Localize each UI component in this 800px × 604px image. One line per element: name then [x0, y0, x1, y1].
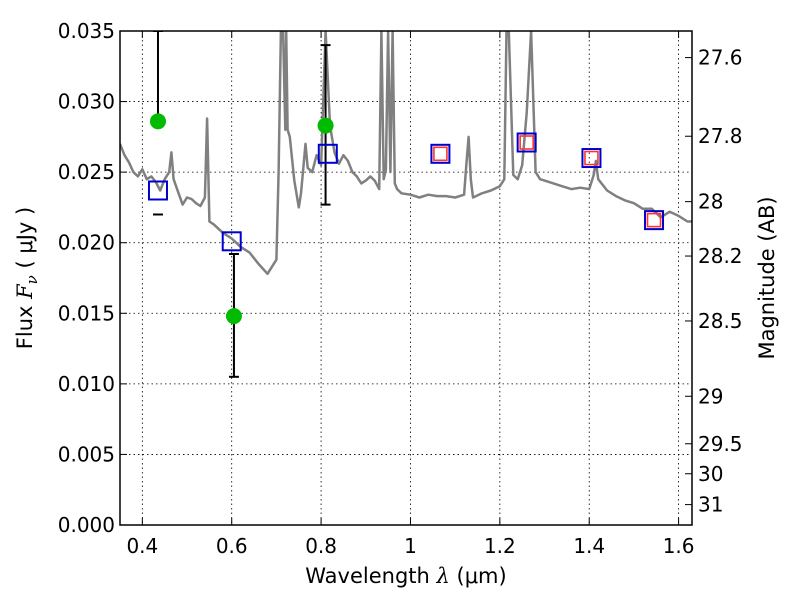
y2-tick-label: 29 [698, 384, 723, 408]
y2-tick-label: 28.5 [698, 309, 743, 333]
observed-point [149, 113, 166, 130]
x-tick-label: 1.6 [663, 534, 695, 558]
observed-point [225, 308, 242, 325]
x-axis-title-prefix: Wavelength [305, 564, 436, 588]
y-tick-label: 0.005 [58, 442, 115, 466]
model-square-marker [221, 231, 242, 252]
y2-tick-label: 29.5 [698, 432, 743, 456]
model-square-marker [430, 143, 451, 164]
x-tick-label: 0.8 [305, 534, 337, 558]
model-square-marker [147, 180, 168, 201]
y-axis-title-subscript: ν [23, 275, 41, 284]
x-tick-label: 0.4 [126, 534, 158, 558]
plot-frame [119, 30, 693, 526]
nir-square-marker [584, 150, 599, 166]
nir-square-marker [646, 212, 662, 228]
observed-point [317, 117, 334, 134]
model-square-marker [516, 132, 537, 153]
y-tick-label: 0.000 [58, 513, 115, 537]
nir-square-marker [519, 135, 534, 150]
y-tick-label: 0.010 [58, 372, 115, 396]
series-layer [120, 31, 692, 378]
y-tick-label: 0.035 [58, 19, 115, 43]
y-tick-label: 0.015 [58, 301, 115, 325]
spectrum-line [120, 31, 692, 276]
y-axis-title-prefix: Flux [13, 299, 37, 349]
y-tick-label: 0.025 [58, 160, 115, 184]
model-square-marker [581, 148, 602, 169]
y2-axis-title: Magnitude (AB) [755, 196, 779, 359]
y-tick-label: 0.020 [58, 231, 115, 255]
nir-square-marker [433, 146, 448, 162]
x-tick-label: 0.6 [216, 534, 248, 558]
x-axis-title-symbol: λ [436, 564, 450, 588]
x-axis-title-unit: (μm) [450, 564, 507, 588]
y-axis-title-unit: ( μJy ) [13, 207, 37, 275]
y2-tick-label: 28 [698, 190, 723, 214]
x-tick-label: 1.2 [484, 534, 516, 558]
y2-tick-label: 31 [698, 493, 723, 517]
y2-tick-label: 27.8 [698, 124, 743, 148]
y-tick-label: 0.030 [58, 90, 115, 114]
model-square-marker [317, 143, 338, 164]
y2-tick-label: 28.2 [698, 244, 743, 268]
x-tick-label: 1.4 [573, 534, 605, 558]
x-tick-label: 1 [404, 534, 417, 558]
y-axis-title-symbol: F [13, 283, 37, 300]
y-axis-title: Flux Fν ( μJy ) [13, 207, 41, 349]
tick-layer: 0.4 0.6 0.8 1 1.2 1.4 1.6 0.000 0.005 0.010 0.015 0… [58, 19, 743, 558]
y2-tick-label: 27.6 [698, 46, 743, 70]
x-axis-title: Wavelength λ (μm) [305, 564, 506, 588]
y2-tick-label: 30 [698, 462, 723, 486]
model-square-marker [644, 210, 665, 231]
